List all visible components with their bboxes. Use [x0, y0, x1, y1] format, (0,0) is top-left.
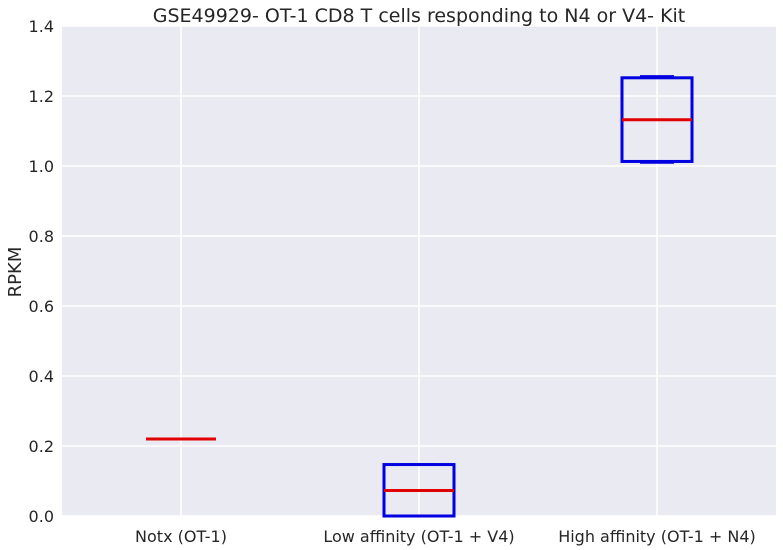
x-tick-label: High affinity (OT-1 + N4) — [558, 527, 756, 546]
y-tick-label: 0.2 — [29, 437, 54, 456]
y-tick-label: 0.6 — [29, 297, 54, 316]
y-tick-label: 1.2 — [29, 87, 54, 106]
y-tick-label: 0.4 — [29, 367, 54, 386]
chart-title: GSE49929- OT-1 CD8 T cells responding to… — [153, 5, 686, 27]
grid-lines — [62, 25, 776, 517]
y-tick-label: 1.0 — [29, 157, 54, 176]
y-tick-label: 0.0 — [29, 507, 54, 526]
y-tick-label: 0.8 — [29, 227, 54, 246]
y-tick-labels: 0.0 0.2 0.4 0.6 0.8 1.0 1.2 1.4 — [29, 17, 54, 526]
box-group — [620, 75, 694, 164]
x-tick-labels: Notx (OT-1) Low affinity (OT-1 + V4) High … — [135, 527, 756, 546]
boxes — [146, 75, 694, 518]
box-group — [382, 463, 456, 518]
x-tick-label: Low affinity (OT-1 + V4) — [323, 527, 514, 546]
y-tick-label: 1.4 — [29, 17, 54, 36]
x-tick-label: Notx (OT-1) — [135, 527, 227, 546]
y-axis-label: RPKM — [5, 247, 26, 298]
